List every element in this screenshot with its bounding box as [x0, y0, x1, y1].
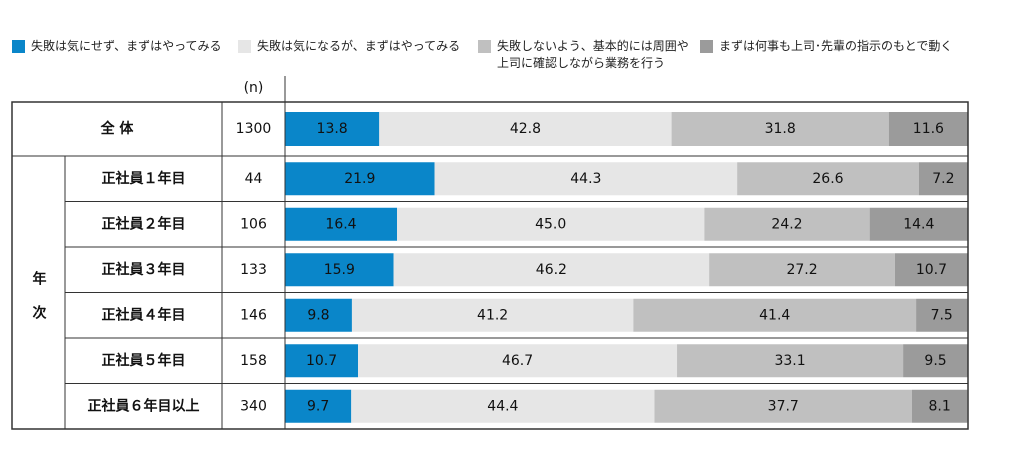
bar-segment — [709, 253, 895, 287]
n-header: (n) — [244, 80, 264, 96]
bar-segment — [633, 298, 917, 332]
bar-segment — [285, 389, 352, 423]
value-label: 15.9 — [324, 262, 355, 278]
value-label: 41.4 — [759, 307, 790, 323]
legend-label: まずは何事も上司･先輩の指示のもとで動く — [719, 39, 953, 53]
value-label: 24.2 — [771, 216, 802, 232]
value-label: 11.6 — [913, 121, 944, 137]
bar-segment — [351, 389, 655, 423]
row-label: 正社員２年目 — [102, 215, 186, 232]
n-value: 1300 — [236, 121, 272, 137]
legend-item: 失敗しないよう、基本的には周囲や上司に確認しながら業務を行う — [478, 38, 691, 72]
bar-segment — [894, 253, 968, 287]
bar-segment — [393, 253, 710, 287]
bar-segment — [654, 389, 912, 423]
bar-segment — [379, 112, 672, 146]
value-label: 26.6 — [812, 171, 843, 187]
row-label: 正社員１年目 — [102, 170, 186, 187]
bar-segment — [285, 253, 394, 287]
value-label: 33.1 — [774, 353, 805, 369]
value-label: 46.2 — [536, 262, 567, 278]
n-value: 340 — [240, 398, 267, 414]
legend-item: 失敗は気になるが、まずはやってみる — [238, 38, 477, 55]
bar-segment — [285, 298, 352, 332]
bar-segment — [351, 298, 634, 332]
group-label: 年次 — [31, 270, 47, 339]
value-label: 21.9 — [344, 171, 375, 187]
value-label: 31.8 — [765, 121, 796, 137]
bar-segment — [285, 112, 380, 146]
n-value: 158 — [240, 353, 267, 369]
bar-segment — [737, 162, 919, 196]
legend-item: 失敗は気にせず、まずはやってみる — [12, 38, 231, 55]
value-label: 10.7 — [916, 262, 947, 278]
n-value: 106 — [240, 216, 267, 232]
value-label: 42.8 — [510, 121, 541, 137]
n-value: 146 — [240, 307, 267, 323]
row-label: 正社員３年目 — [102, 261, 186, 278]
value-label: 7.2 — [932, 171, 954, 187]
legend-swatch — [12, 40, 25, 53]
row-label: 正社員６年目以上 — [88, 397, 200, 414]
value-label: 14.4 — [903, 216, 934, 232]
legend-swatch — [238, 40, 251, 53]
value-label: 46.7 — [502, 353, 533, 369]
legend-label: 失敗は気になるが、まずはやってみる — [257, 39, 461, 53]
bar-segment — [888, 112, 968, 146]
row-label: 全 体 — [100, 120, 135, 137]
value-label: 9.5 — [924, 353, 946, 369]
n-value: 44 — [245, 171, 263, 187]
value-label: 9.7 — [307, 398, 329, 414]
value-label: 10.7 — [306, 353, 337, 369]
bar-segment — [677, 344, 904, 378]
row-label: 正社員４年目 — [102, 306, 186, 323]
bar-segment — [358, 344, 678, 378]
bar-segment — [671, 112, 889, 146]
table-border — [11, 101, 969, 430]
value-label: 45.0 — [535, 216, 566, 232]
value-label: 8.1 — [929, 398, 951, 414]
legend-swatch — [478, 40, 491, 53]
bar-segment — [869, 207, 968, 241]
legend-swatch — [700, 40, 713, 53]
legend: 失敗は気にせず、まずはやってみる 失敗は気になるが、まずはやってみる 失敗しないよう… — [12, 38, 1012, 78]
bar-segment — [285, 344, 359, 378]
bar-segment — [911, 389, 968, 423]
bar-segment — [704, 207, 870, 241]
value-label: 44.3 — [570, 171, 601, 187]
value-label: 16.4 — [325, 216, 356, 232]
bar-segment — [916, 298, 968, 332]
value-label: 41.2 — [477, 307, 508, 323]
value-label: 9.8 — [307, 307, 329, 323]
value-label: 27.2 — [786, 262, 817, 278]
bar-segment — [903, 344, 968, 378]
legend-item: まずは何事も上司･先輩の指示のもとで動く — [700, 38, 1009, 55]
row-label: 正社員５年目 — [102, 352, 186, 369]
legend-label: 失敗しないよう、基本的には周囲や上司に確認しながら業務を行う — [497, 39, 689, 70]
value-label: 37.7 — [768, 398, 799, 414]
bar-segment — [918, 162, 968, 196]
bar-segment — [397, 207, 705, 241]
n-value: 133 — [240, 262, 267, 278]
value-label: 44.4 — [487, 398, 518, 414]
legend-label: 失敗は気にせず、まずはやってみる — [31, 39, 222, 53]
value-label: 13.8 — [317, 121, 348, 137]
bar-segment — [434, 162, 738, 196]
value-label: 7.5 — [931, 307, 953, 323]
bar-segment — [285, 207, 398, 241]
bar-segment — [285, 162, 435, 196]
